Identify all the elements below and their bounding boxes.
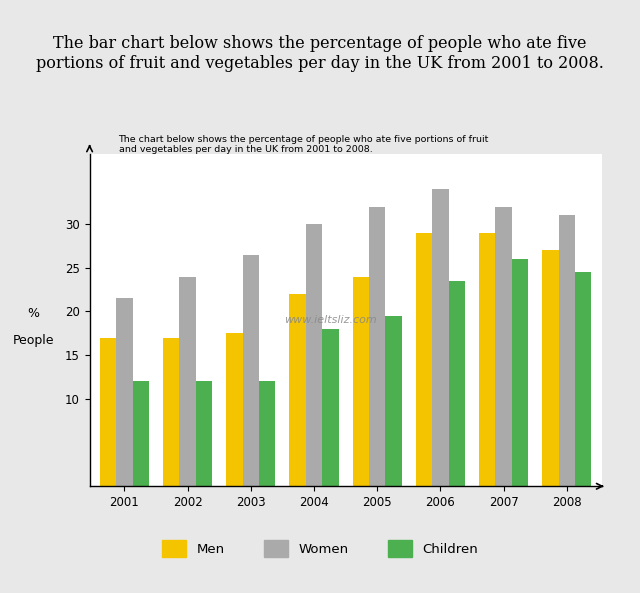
Bar: [226, 333, 243, 486]
Bar: [559, 215, 575, 486]
Bar: [512, 259, 528, 486]
Text: People: People: [13, 334, 54, 347]
Bar: [432, 189, 449, 486]
Legend: Men, Women, Children: Men, Women, Children: [162, 540, 478, 557]
Text: The bar chart below shows the percentage of people who ate five
portions of frui: The bar chart below shows the percentage…: [36, 35, 604, 72]
Bar: [369, 206, 385, 486]
Bar: [116, 298, 132, 486]
Bar: [385, 316, 402, 486]
Bar: [196, 381, 212, 486]
Bar: [289, 294, 306, 486]
Bar: [163, 337, 179, 486]
Bar: [416, 233, 432, 486]
Bar: [479, 233, 495, 486]
Bar: [449, 281, 465, 486]
Text: www.ieltsliz.com: www.ieltsliz.com: [284, 315, 376, 325]
Bar: [306, 224, 322, 486]
Bar: [575, 272, 591, 486]
Bar: [243, 254, 259, 486]
Text: %: %: [28, 307, 39, 320]
Bar: [132, 381, 149, 486]
Bar: [322, 329, 339, 486]
Bar: [542, 250, 559, 486]
Bar: [495, 206, 512, 486]
Bar: [100, 337, 116, 486]
Bar: [353, 276, 369, 486]
Text: The chart below shows the percentage of people who ate five portions of fruit
an: The chart below shows the percentage of …: [118, 135, 489, 154]
Bar: [259, 381, 275, 486]
Bar: [179, 276, 196, 486]
